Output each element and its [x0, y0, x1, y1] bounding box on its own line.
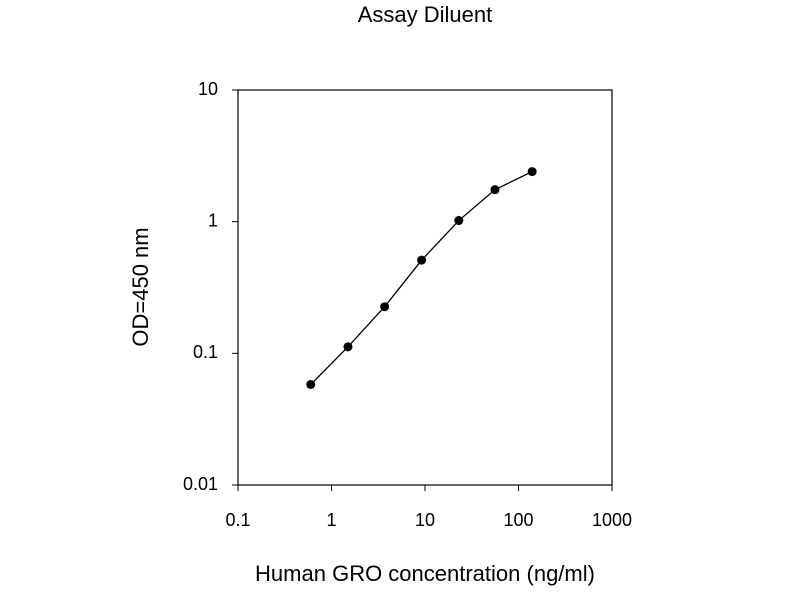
data-point	[380, 302, 390, 312]
x-tick-label: 10	[415, 510, 435, 530]
y-tick-label: 0.01	[183, 474, 218, 494]
y-tick-label: 10	[198, 79, 218, 99]
data-point	[306, 379, 316, 389]
chart-title: Assay Diluent	[358, 2, 493, 27]
data-point	[343, 342, 353, 352]
y-tick-label: 1	[208, 210, 218, 230]
data-point	[417, 255, 427, 265]
x-tick-label: 1	[326, 510, 336, 530]
data-point	[490, 185, 500, 195]
data-point	[527, 167, 537, 177]
x-axis-label: Human GRO concentration (ng/ml)	[255, 561, 595, 586]
x-tick-label: 100	[503, 510, 533, 530]
x-tick-label: 1000	[592, 510, 632, 530]
y-tick-label: 0.1	[193, 342, 218, 362]
y-axis-label: OD=450 nm	[128, 227, 153, 346]
data-point	[454, 216, 464, 226]
x-tick-label: 0.1	[225, 510, 250, 530]
